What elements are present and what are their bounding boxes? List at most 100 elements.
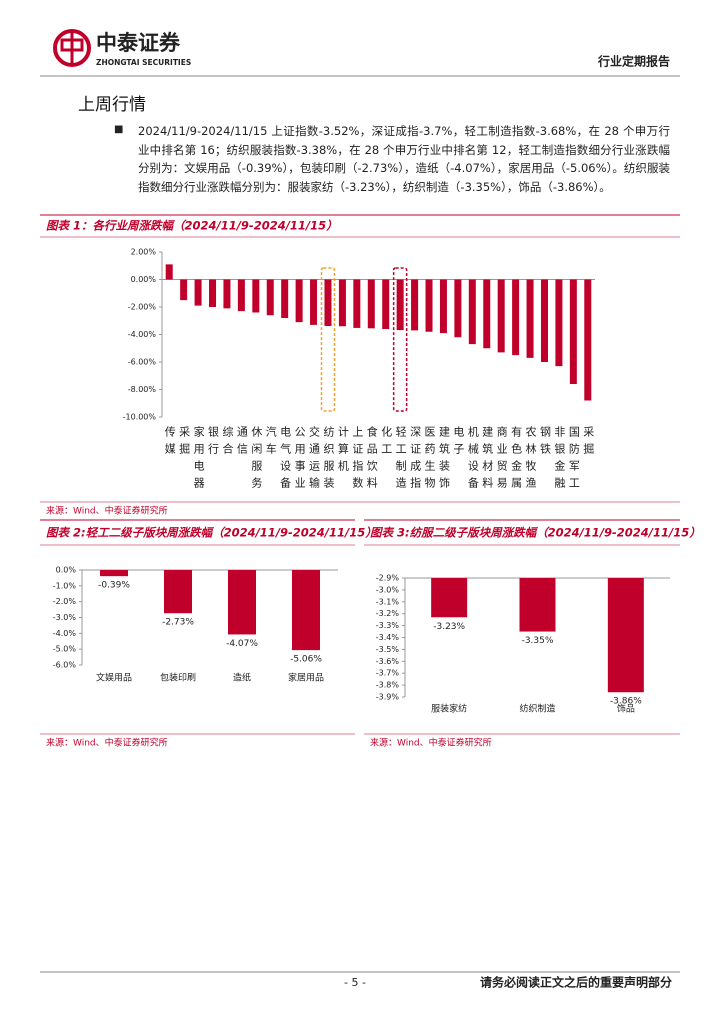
bar — [228, 570, 256, 635]
bar — [584, 279, 592, 401]
x-tick-label: 商业贸易 — [495, 425, 508, 494]
x-tick-label: 食品饮料 — [365, 425, 378, 494]
bar — [164, 570, 192, 614]
chart-title: 图表 2:轻工二级子版块周涨跌幅（2024/11/9-2024/11/15） — [46, 526, 377, 540]
bar — [439, 279, 447, 334]
chart-source: 来源：Wind、中泰证券研究所 — [46, 505, 168, 517]
chart-title: 图表 3:纺服二级子版块周涨跌幅（2024/11/9-2024/11/15） — [370, 526, 701, 540]
bar — [526, 279, 534, 358]
value-label: -3.35% — [522, 636, 554, 646]
y-tick-label: -3.2% — [376, 609, 400, 618]
bar — [512, 279, 520, 356]
x-tick-label: 机械设备 — [466, 425, 479, 494]
y-tick-label: 2.00% — [131, 248, 157, 257]
x-tick-label: 建筑材料 — [481, 425, 494, 494]
x-tick-label: 汽车 — [264, 425, 277, 460]
x-tick-label: 纺织制造 — [519, 703, 555, 715]
y-tick-label: -3.7% — [376, 669, 400, 678]
x-tick-label: 交通运输 — [308, 425, 321, 494]
x-tick-label: 综合 — [221, 425, 234, 460]
y-tick-label: -3.1% — [376, 597, 400, 606]
x-tick-label: 钢铁 — [538, 426, 551, 460]
y-tick-label: -3.5% — [376, 645, 400, 654]
x-tick-label: 纺织服装 — [322, 425, 335, 494]
paragraph: 2024/11/9-2024/11/15 上证指数-3.52%，深证成指-3.7… — [138, 124, 670, 194]
bar — [396, 279, 404, 331]
x-tick-label: 采掘 — [582, 426, 595, 460]
bar — [281, 279, 289, 318]
x-tick-label: 建筑装饰 — [437, 425, 450, 494]
bar — [411, 279, 419, 331]
logo — [53, 29, 91, 67]
x-tick-label: 医药生物 — [423, 426, 436, 494]
x-tick-label: 有色金属 — [510, 425, 523, 494]
x-tick-label: 通信 — [235, 426, 248, 460]
value-label: -3.86% — [610, 697, 642, 707]
x-tick-label: 传媒 — [163, 426, 176, 460]
x-tick-label: 家居用品 — [288, 672, 324, 684]
bullet: ■ — [114, 124, 124, 135]
y-tick-label: -2.9% — [376, 574, 400, 583]
bar — [252, 279, 260, 313]
x-tick-label: 银行 — [207, 425, 220, 460]
x-tick-label: 饰品 — [617, 703, 635, 715]
x-tick-label: 轻工制造 — [394, 425, 407, 494]
y-tick-label: -3.0% — [53, 613, 77, 622]
x-tick-label: 上证指数 — [351, 426, 364, 494]
bar — [454, 279, 462, 338]
x-tick-label: 国防军工 — [567, 426, 580, 494]
bar — [425, 279, 433, 332]
chart-source: 来源：Wind、中泰证券研究所 — [370, 737, 492, 749]
y-tick-label: -10.00% — [123, 413, 157, 422]
y-tick-label: -1.0% — [53, 581, 77, 590]
x-tick-label: 电子 — [452, 426, 465, 460]
bar — [165, 264, 173, 280]
y-tick-label: -3.0% — [376, 585, 400, 594]
bar — [338, 279, 346, 327]
bar — [353, 279, 361, 328]
y-tick-label: -6.00% — [128, 358, 157, 367]
page-number: - 5 - — [344, 976, 366, 989]
bar — [431, 578, 468, 618]
section-title: 上周行情 — [78, 95, 146, 115]
bar — [209, 279, 217, 307]
y-tick-label: -3.3% — [376, 621, 400, 630]
y-tick-label: -5.0% — [53, 645, 77, 654]
bar — [569, 279, 577, 384]
x-tick-label: 造纸 — [233, 672, 251, 684]
y-tick-label: -2.00% — [128, 303, 157, 312]
y-tick-label: -3.9% — [376, 693, 400, 702]
report-type: 行业定期报告 — [597, 54, 670, 69]
bar — [194, 279, 202, 306]
bar — [292, 570, 320, 651]
x-tick-label: 采掘 — [178, 426, 191, 460]
bar — [100, 570, 128, 577]
x-tick-label: 化工 — [380, 425, 393, 460]
y-tick-label: -6.0% — [53, 661, 77, 670]
y-tick-label: -8.00% — [128, 385, 157, 394]
bar — [540, 279, 548, 362]
x-tick-label: 电气设备 — [279, 426, 292, 494]
value-label: -4.07% — [226, 639, 258, 649]
logo-text: 中泰证券 — [96, 31, 181, 55]
y-tick-label: -3.6% — [376, 657, 400, 666]
logo-subtext: ZHONGTAI SECURITIES — [96, 58, 191, 67]
value-label: -2.73% — [162, 618, 194, 628]
value-label: -3.23% — [433, 622, 465, 632]
x-tick-label: 包装印刷 — [160, 672, 196, 684]
value-label: -5.06% — [290, 655, 322, 665]
bar — [223, 279, 231, 309]
bar — [519, 578, 556, 632]
bar — [266, 279, 274, 316]
y-tick-label: -4.00% — [128, 330, 157, 339]
y-tick-label: -3.4% — [376, 633, 400, 642]
y-tick-label: -2.0% — [53, 597, 77, 606]
x-tick-label: 深证成指 — [409, 426, 422, 494]
bar — [367, 279, 375, 329]
value-label: -0.39% — [98, 581, 130, 591]
x-tick-label: 农林牧渔 — [524, 425, 537, 494]
bar — [324, 279, 332, 326]
x-tick-label: 文娱用品 — [96, 672, 132, 684]
y-tick-label: -4.0% — [53, 629, 77, 638]
